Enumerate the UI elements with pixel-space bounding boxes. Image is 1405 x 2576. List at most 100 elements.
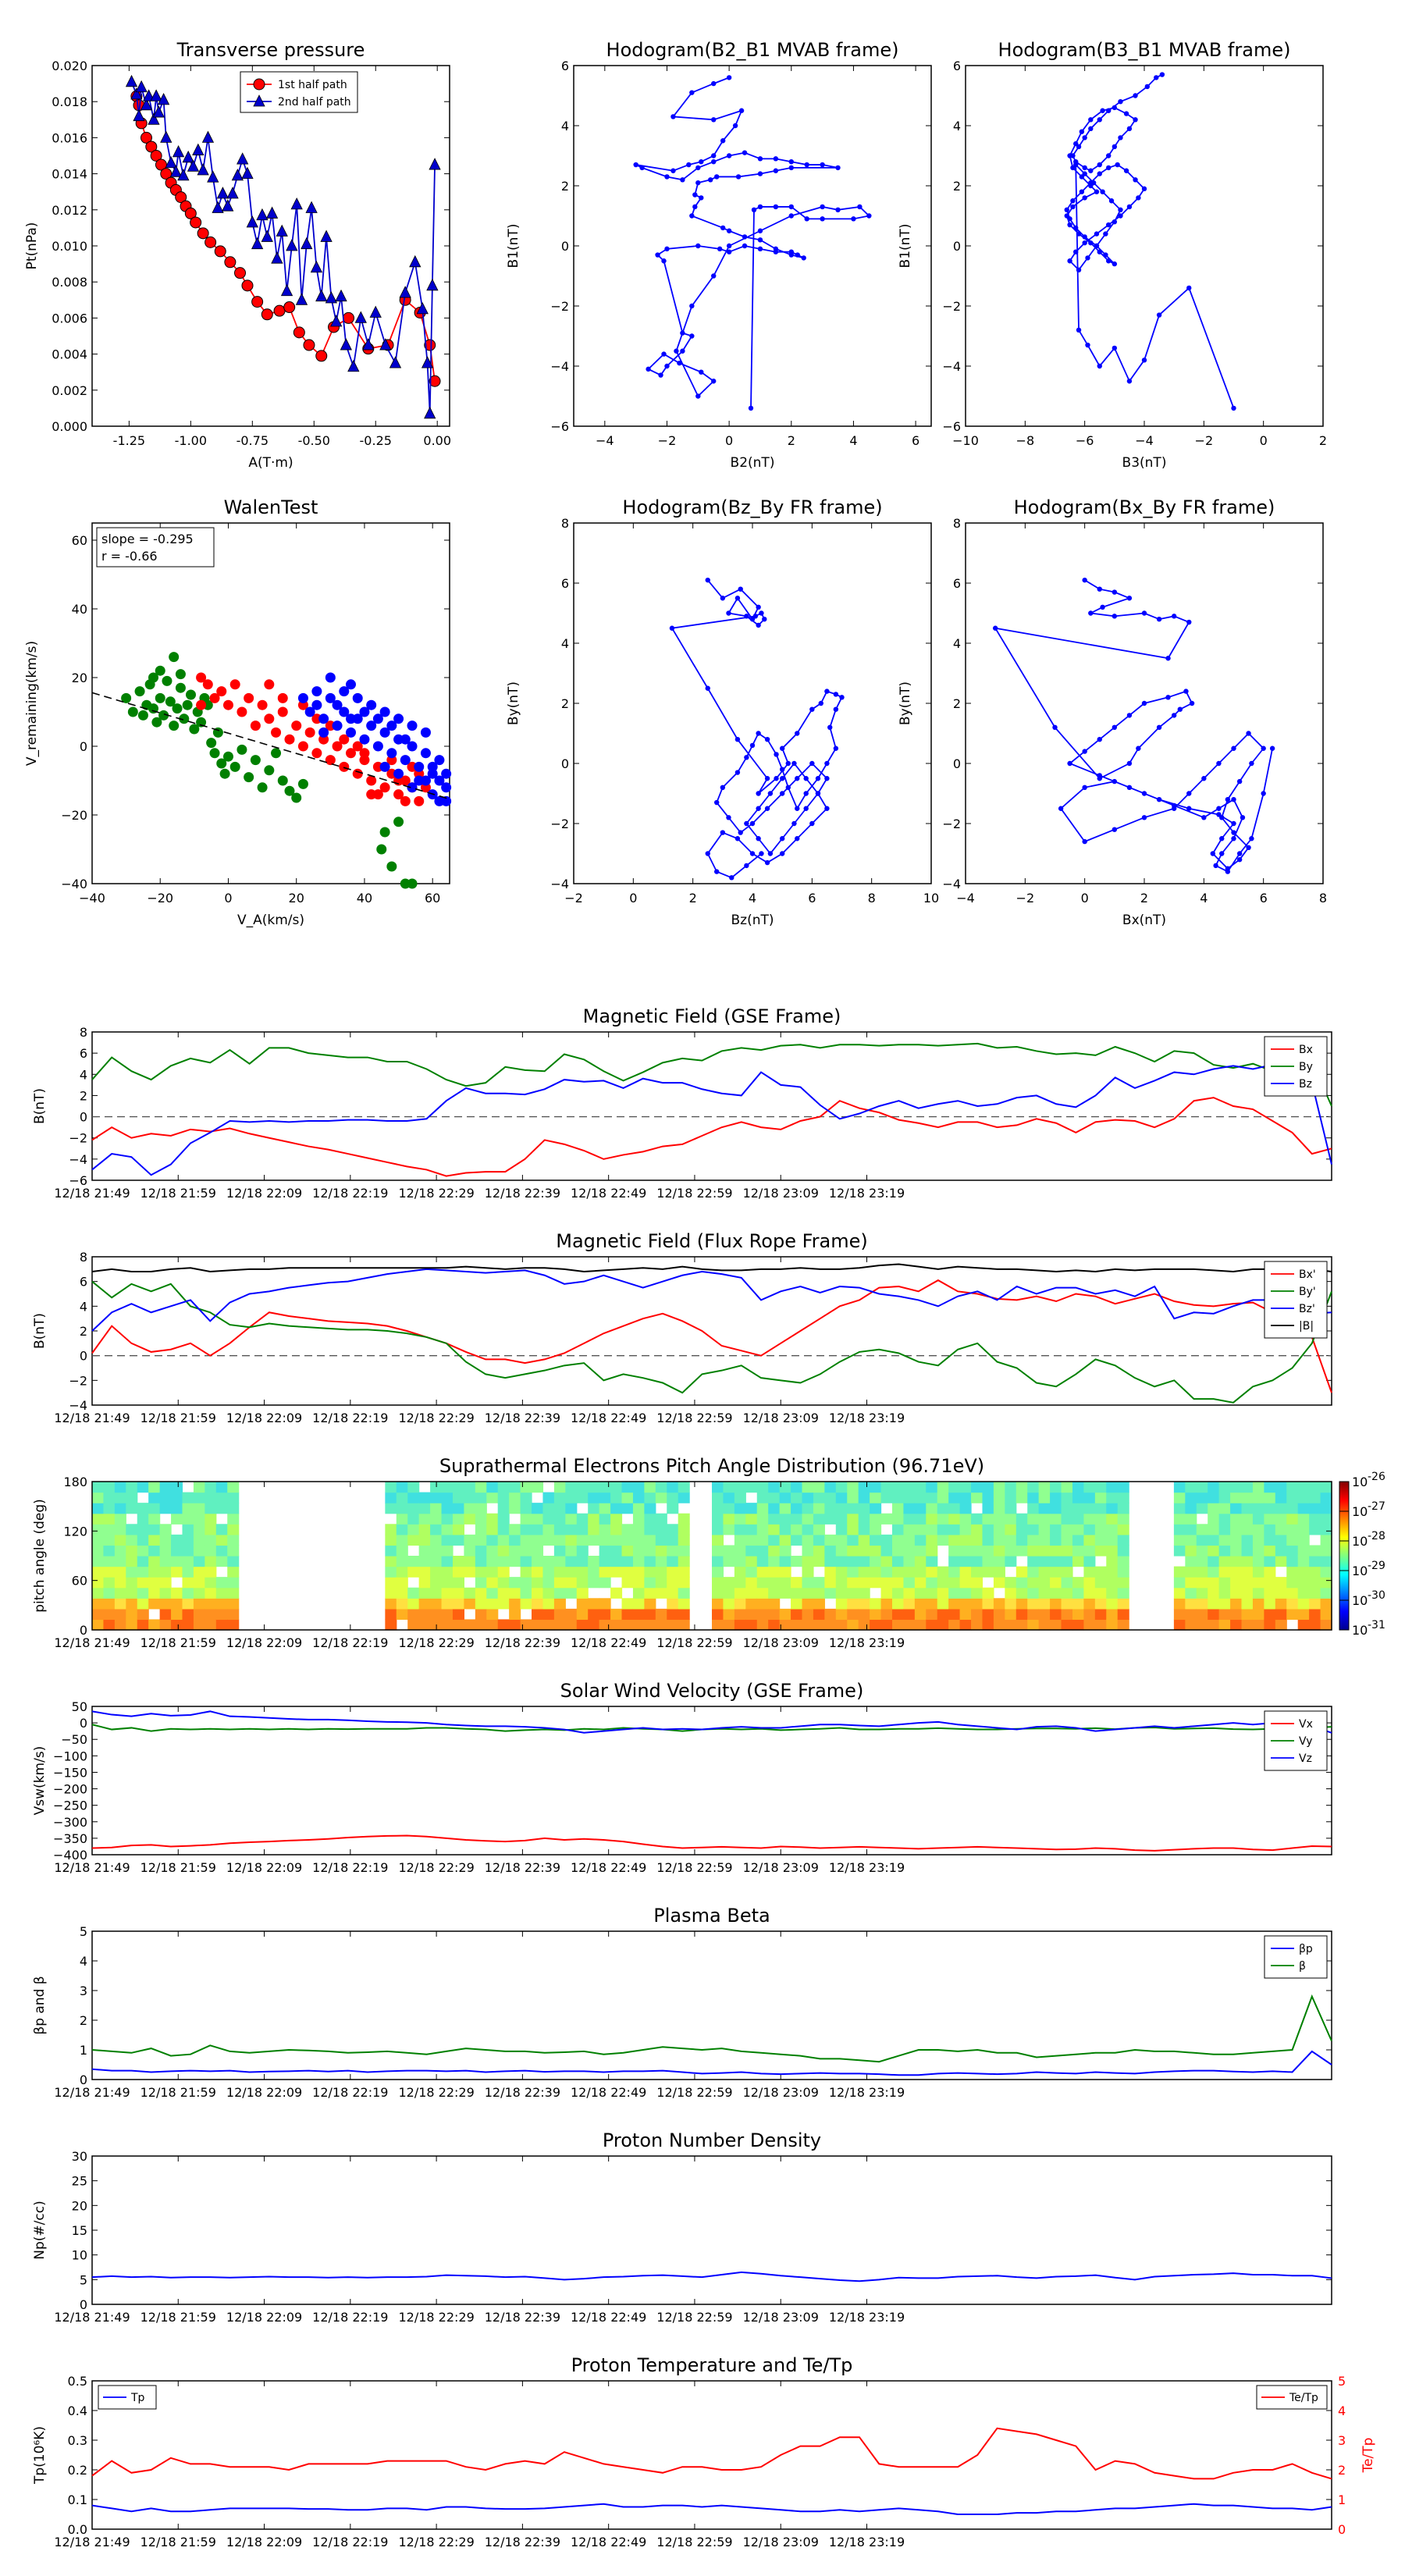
heatmap-cell <box>1027 1587 1040 1599</box>
data-point <box>1112 345 1118 351</box>
heatmap-cell <box>114 1566 126 1578</box>
heatmap-cell <box>542 1577 555 1589</box>
heatmap-cell <box>621 1556 634 1567</box>
data-point <box>295 293 308 305</box>
x-tick-label: -1.25 <box>113 433 145 448</box>
scatter-point <box>379 827 390 838</box>
heatmap-cell <box>159 1619 172 1631</box>
heatmap-cell <box>418 1513 431 1525</box>
heatmap-cell <box>126 1545 138 1557</box>
scatter-point <box>148 672 159 683</box>
y-tick-label: −40 <box>61 877 87 891</box>
y-tick-label: 0.4 <box>68 2403 87 2418</box>
data-point <box>788 249 794 254</box>
data-point <box>655 252 660 258</box>
data-point <box>135 80 148 93</box>
data-point <box>1082 195 1087 201</box>
heatmap-cell <box>486 1524 499 1535</box>
data-point <box>1189 700 1195 706</box>
heatmap-cell <box>126 1482 138 1493</box>
heatmap-cell <box>407 1513 420 1525</box>
heatmap-cell <box>745 1482 758 1493</box>
y-tick-label: −400 <box>53 1848 87 1863</box>
heatmap-cell <box>475 1598 487 1610</box>
heatmap-cell <box>159 1534 172 1546</box>
x-tick-label: -1.00 <box>175 433 207 448</box>
heatmap-cell <box>1038 1587 1051 1599</box>
data-point <box>261 308 273 321</box>
heatmap-cell <box>802 1587 814 1599</box>
data-point <box>1082 135 1087 141</box>
heatmap-cell <box>553 1534 566 1546</box>
heatmap-cell <box>756 1587 769 1599</box>
heatmap-cell <box>870 1534 882 1546</box>
heatmap-cell <box>1083 1587 1096 1599</box>
heatmap-cell <box>599 1534 611 1546</box>
x-tick-label: 6 <box>912 433 919 448</box>
data-point <box>1219 836 1225 841</box>
heatmap-cell <box>847 1492 859 1503</box>
heatmap-cell <box>441 1598 454 1610</box>
heatmap-cell <box>205 1587 217 1599</box>
heatmap-cell <box>171 1566 183 1578</box>
series-line <box>635 76 871 408</box>
data-point <box>125 74 138 87</box>
heatmap-cell <box>1173 1492 1186 1503</box>
heatmap-cell <box>565 1545 578 1557</box>
data-point <box>759 851 764 856</box>
series-line <box>91 1724 1332 1732</box>
data-point <box>744 755 749 760</box>
scatter-point <box>151 717 162 728</box>
heatmap-cell <box>227 1545 240 1557</box>
heatmap-cell <box>159 1482 172 1493</box>
heatmap-cell <box>1286 1513 1299 1525</box>
heatmap-cell <box>824 1577 837 1589</box>
data-point <box>692 192 698 197</box>
x-tick-label: 40 <box>357 891 372 906</box>
heatmap-cell <box>1016 1492 1028 1503</box>
colorbar-tick-base: 10 <box>1352 1534 1368 1549</box>
heatmap-cell <box>1185 1534 1197 1546</box>
heatmap-cell <box>159 1556 172 1567</box>
data-point <box>290 197 303 210</box>
heatmap-cell <box>835 1513 848 1525</box>
heatmap-cell <box>835 1534 848 1546</box>
scatter-point <box>407 782 418 793</box>
heatmap-cell <box>92 1587 105 1599</box>
y-tick-label: 4 <box>80 1299 87 1314</box>
plot-frame <box>91 1481 1332 1631</box>
data-point <box>824 806 830 811</box>
heatmap-cell <box>610 1503 623 1514</box>
data-point <box>756 604 761 610</box>
scatter-point <box>372 713 383 724</box>
time-tick-label: 12/18 21:59 <box>140 2310 216 2325</box>
data-point <box>756 806 761 811</box>
data-point <box>773 156 779 162</box>
data-point <box>212 201 224 213</box>
plot-frame <box>91 1930 1332 2080</box>
heatmap-cell <box>441 1619 454 1631</box>
heatmap-cell <box>114 1556 126 1567</box>
scatter-point <box>271 748 282 759</box>
data-point <box>1123 111 1129 116</box>
heatmap-cell <box>937 1503 949 1514</box>
heatmap-cell <box>1117 1482 1129 1493</box>
heatmap-cell <box>870 1545 882 1557</box>
heatmap-cell <box>1027 1577 1040 1589</box>
heatmap-cell <box>655 1545 667 1557</box>
heatmap-cell <box>756 1545 769 1557</box>
heatmap-cell <box>227 1619 240 1631</box>
heatmap-cell <box>103 1566 116 1578</box>
heatmap-cell <box>632 1577 645 1589</box>
heatmap-cell <box>148 1577 161 1589</box>
heatmap-cell <box>532 1566 544 1578</box>
y-tick-label: 0 <box>561 239 569 254</box>
scatter-point <box>244 692 254 703</box>
data-point <box>1112 219 1118 225</box>
y-tick-label: −2 <box>69 1131 87 1146</box>
scatter-point <box>237 706 247 717</box>
heatmap-cell <box>971 1534 984 1546</box>
heatmap-cell <box>1208 1598 1220 1610</box>
heatmap-cell <box>1005 1577 1017 1589</box>
scatter-point <box>304 727 315 738</box>
